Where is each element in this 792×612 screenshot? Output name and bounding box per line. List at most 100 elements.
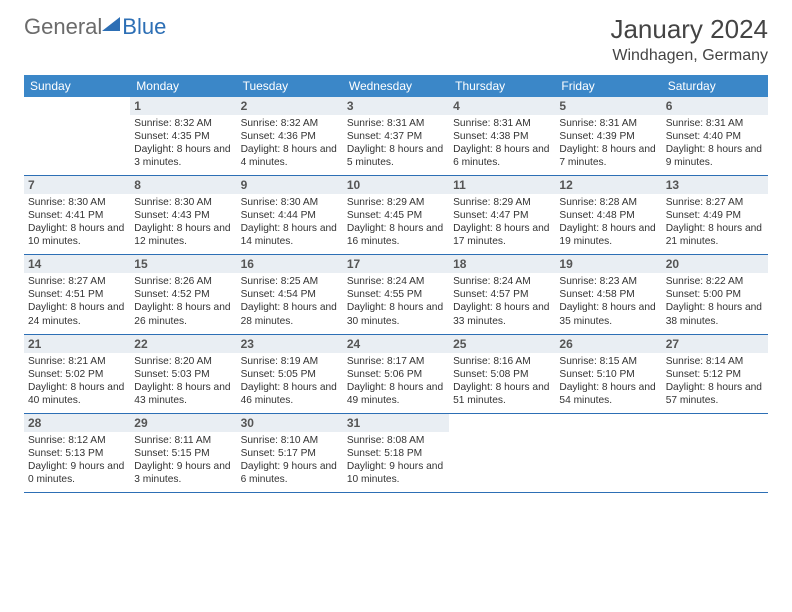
day-cell: 23Sunrise: 8:19 AMSunset: 5:05 PMDayligh… — [237, 334, 343, 413]
day-info: Sunrise: 8:31 AMSunset: 4:37 PMDaylight:… — [347, 117, 445, 169]
day-cell: 10Sunrise: 8:29 AMSunset: 4:45 PMDayligh… — [343, 176, 449, 255]
daylight-text: Daylight: 8 hours and 12 minutes. — [134, 222, 232, 248]
day-cell: 22Sunrise: 8:20 AMSunset: 5:03 PMDayligh… — [130, 334, 236, 413]
logo-text-blue: Blue — [122, 14, 166, 40]
sunrise-text: Sunrise: 8:24 AM — [347, 275, 445, 288]
sunrise-text: Sunrise: 8:15 AM — [559, 355, 657, 368]
sunset-text: Sunset: 5:08 PM — [453, 368, 551, 381]
daylight-text: Daylight: 8 hours and 49 minutes. — [347, 381, 445, 407]
sunset-text: Sunset: 4:38 PM — [453, 130, 551, 143]
day-cell: 30Sunrise: 8:10 AMSunset: 5:17 PMDayligh… — [237, 413, 343, 492]
day-cell: 15 Sunrise: 8:26 AMSunset: 4:52 PMDayligh… — [130, 255, 236, 334]
day-number: 22 — [130, 335, 236, 353]
daylight-text: Daylight: 8 hours and 19 minutes. — [559, 222, 657, 248]
sunset-text: Sunset: 4:35 PM — [134, 130, 232, 143]
day-number: 10 — [343, 176, 449, 194]
day-info: Sunrise: 8:32 AMSunset: 4:35 PMDaylight:… — [134, 117, 232, 169]
daylight-text: Daylight: 8 hours and 28 minutes. — [241, 301, 339, 327]
day-info: Sunrise: 8:32 AMSunset: 4:36 PMDaylight:… — [241, 117, 339, 169]
sunrise-text: Sunrise: 8:25 AM — [241, 275, 339, 288]
day-cell: 24 Sunrise: 8:17 AMSunset: 5:06 PMDayligh… — [343, 334, 449, 413]
daylight-text: Daylight: 8 hours and 9 minutes. — [666, 143, 764, 169]
day-number: 12 — [555, 176, 661, 194]
logo-text-general: General — [24, 14, 102, 40]
sail-icon — [102, 17, 120, 31]
daylight-text: Daylight: 8 hours and 51 minutes. — [453, 381, 551, 407]
sunset-text: Sunset: 5:06 PM — [347, 368, 445, 381]
day-cell: 8Sunrise: 8:30 AMSunset: 4:43 PMDaylight… — [130, 176, 236, 255]
sunrise-text: Sunrise: 8:30 AM — [28, 196, 126, 209]
sunset-text: Sunset: 5:12 PM — [666, 368, 764, 381]
daylight-text: Daylight: 8 hours and 24 minutes. — [28, 301, 126, 327]
sunrise-text: Sunrise: 8:26 AM — [134, 275, 232, 288]
daylight-text: Daylight: 8 hours and 40 minutes. — [28, 381, 126, 407]
day-info: Sunrise: 8:11 AMSunset: 5:15 PMDaylight:… — [134, 434, 232, 486]
day-number: 16 — [237, 255, 343, 273]
sunset-text: Sunset: 4:36 PM — [241, 130, 339, 143]
sunset-text: Sunset: 5:18 PM — [347, 447, 445, 460]
day-info: Sunrise: 8:30 AMSunset: 4:43 PMDaylight:… — [134, 196, 232, 248]
daylight-text: Daylight: 8 hours and 17 minutes. — [453, 222, 551, 248]
daylight-text: Daylight: 8 hours and 38 minutes. — [666, 301, 764, 327]
dayhead-mon: Monday — [130, 75, 236, 97]
day-info: Sunrise: 8:31 AMSunset: 4:38 PMDaylight:… — [453, 117, 551, 169]
day-cell: 26Sunrise: 8:15 AMSunset: 5:10 PMDayligh… — [555, 334, 661, 413]
sunset-text: Sunset: 4:54 PM — [241, 288, 339, 301]
day-cell: 29Sunrise: 8:11 AMSunset: 5:15 PMDayligh… — [130, 413, 236, 492]
day-info: Sunrise: 8:17 AMSunset: 5:06 PMDaylight:… — [347, 355, 445, 407]
day-number: 24 — [343, 335, 449, 353]
day-number: 4 — [449, 97, 555, 115]
sunset-text: Sunset: 4:44 PM — [241, 209, 339, 222]
sunset-text: Sunset: 4:55 PM — [347, 288, 445, 301]
day-number: 3 — [343, 97, 449, 115]
day-cell: 1Sunrise: 8:32 AMSunset: 4:35 PMDaylight… — [130, 97, 236, 176]
sunrise-text: Sunrise: 8:16 AM — [453, 355, 551, 368]
day-info: Sunrise: 8:27 AMSunset: 4:49 PMDaylight:… — [666, 196, 764, 248]
daylight-text: Daylight: 8 hours and 30 minutes. — [347, 301, 445, 327]
day-cell: 20Sunrise: 8:22 AMSunset: 5:00 PMDayligh… — [662, 255, 768, 334]
day-info: Sunrise: 8:24 AMSunset: 4:55 PMDaylight:… — [347, 275, 445, 327]
day-info: Sunrise: 8:10 AMSunset: 5:17 PMDaylight:… — [241, 434, 339, 486]
sunset-text: Sunset: 4:45 PM — [347, 209, 445, 222]
day-number: 19 — [555, 255, 661, 273]
day-cell: 7Sunrise: 8:30 AMSunset: 4:41 PMDaylight… — [24, 176, 130, 255]
sunset-text: Sunset: 5:03 PM — [134, 368, 232, 381]
location: Windhagen, Germany — [610, 47, 768, 65]
day-cell: 5Sunrise: 8:31 AMSunset: 4:39 PMDaylight… — [555, 97, 661, 176]
day-number: 9 — [237, 176, 343, 194]
dayhead-thu: Thursday — [449, 75, 555, 97]
sunset-text: Sunset: 4:49 PM — [666, 209, 764, 222]
day-number: 15 — [130, 255, 236, 273]
daylight-text: Daylight: 8 hours and 5 minutes. — [347, 143, 445, 169]
day-info: Sunrise: 8:19 AMSunset: 5:05 PMDaylight:… — [241, 355, 339, 407]
sunrise-text: Sunrise: 8:10 AM — [241, 434, 339, 447]
sunset-text: Sunset: 5:05 PM — [241, 368, 339, 381]
day-info: Sunrise: 8:24 AMSunset: 4:57 PMDaylight:… — [453, 275, 551, 327]
day-cell: 31Sunrise: 8:08 AMSunset: 5:18 PMDayligh… — [343, 413, 449, 492]
sunrise-text: Sunrise: 8:31 AM — [453, 117, 551, 130]
sunset-text: Sunset: 4:52 PM — [134, 288, 232, 301]
day-info: Sunrise: 8:30 AMSunset: 4:41 PMDaylight:… — [28, 196, 126, 248]
sunrise-text: Sunrise: 8:27 AM — [28, 275, 126, 288]
day-info: Sunrise: 8:26 AMSunset: 4:52 PMDaylight:… — [134, 275, 232, 327]
day-cell: 21Sunrise: 8:21 AMSunset: 5:02 PMDayligh… — [24, 334, 130, 413]
day-number: 18 — [449, 255, 555, 273]
day-cell: 11Sunrise: 8:29 AMSunset: 4:47 PMDayligh… — [449, 176, 555, 255]
sunrise-text: Sunrise: 8:08 AM — [347, 434, 445, 447]
sunset-text: Sunset: 4:51 PM — [28, 288, 126, 301]
day-number: 28 — [24, 414, 130, 432]
day-number: 13 — [662, 176, 768, 194]
daylight-text: Daylight: 9 hours and 10 minutes. — [347, 460, 445, 486]
sunrise-text: Sunrise: 8:29 AM — [347, 196, 445, 209]
day-info: Sunrise: 8:12 AMSunset: 5:13 PMDaylight:… — [28, 434, 126, 486]
day-info: Sunrise: 8:31 AMSunset: 4:39 PMDaylight:… — [559, 117, 657, 169]
day-info: Sunrise: 8:29 AMSunset: 4:47 PMDaylight:… — [453, 196, 551, 248]
day-cell: 18 Sunrise: 8:24 AMSunset: 4:57 PMDayligh… — [449, 255, 555, 334]
day-cell — [555, 413, 661, 492]
day-cell: 19Sunrise: 8:23 AMSunset: 4:58 PMDayligh… — [555, 255, 661, 334]
sunrise-text: Sunrise: 8:11 AM — [134, 434, 232, 447]
daylight-text: Daylight: 9 hours and 0 minutes. — [28, 460, 126, 486]
day-cell — [662, 413, 768, 492]
week-row: 7Sunrise: 8:30 AMSunset: 4:41 PMDaylight… — [24, 176, 768, 255]
sunset-text: Sunset: 4:43 PM — [134, 209, 232, 222]
